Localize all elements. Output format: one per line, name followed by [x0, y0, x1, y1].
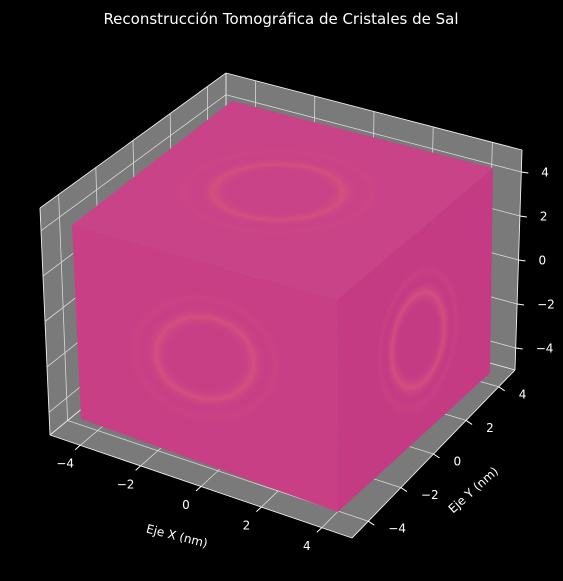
z-grid-back-line: [225, 94, 522, 173]
x-tick-mark: [74, 444, 81, 451]
y-tick-label: 0: [454, 455, 462, 469]
y-tick-mark: [498, 386, 505, 392]
z-grid-left-line: [40, 94, 227, 232]
chart-title: Reconstrucción Tomográfica de Cristales …: [103, 10, 458, 28]
pane-edge: [39, 72, 227, 209]
z-tick-label: 0: [539, 254, 547, 268]
z-tick-mark: [521, 171, 529, 174]
y-tick-label: 4: [519, 387, 527, 401]
x-tick-mark: [135, 465, 141, 471]
y-tick-label: −2: [421, 488, 439, 502]
x-tick-label: −4: [56, 457, 74, 471]
tick-labels: −4 −2 0 2 4 −4 −2 0 2 4 −4 −2 0 2 4: [56, 166, 554, 554]
y-tick-mark: [433, 453, 440, 459]
x-tick-label: 4: [303, 539, 311, 553]
y-tick-label: 2: [486, 421, 494, 435]
z-tick-mark: [519, 215, 527, 218]
z-tick-mark: [517, 303, 525, 306]
z-tick-label: 2: [540, 210, 548, 224]
x-tick-mark: [256, 506, 262, 512]
x-tick-mark: [316, 527, 323, 533]
z-tick-label: −2: [537, 298, 555, 312]
x-tick-mark: [195, 486, 202, 492]
y-tick-mark: [400, 487, 408, 493]
x-tick-label: 0: [182, 498, 190, 512]
y-tick-mark: [465, 419, 473, 425]
tick-marks: [74, 171, 529, 533]
x-tick-label: 2: [243, 519, 251, 533]
pane-edge: [225, 72, 523, 151]
z-tick-mark: [518, 259, 526, 262]
front-face-ring: [126, 291, 284, 425]
y-tick-mark: [368, 520, 375, 526]
pane-edge: [39, 207, 51, 436]
y-tick-label: −4: [388, 522, 406, 536]
z-tick-label: 4: [541, 166, 549, 180]
volume-cube: [72, 101, 493, 512]
y-axis-label: Eje Y (nm): [446, 464, 501, 516]
x-axis-label: Eje X (nm): [145, 522, 209, 551]
z-tick-label: −4: [536, 342, 554, 356]
z-tick-mark: [515, 347, 523, 350]
right-face-ring: [375, 263, 461, 417]
top-face-ring: [173, 147, 383, 237]
x-tick-label: −2: [117, 477, 135, 491]
